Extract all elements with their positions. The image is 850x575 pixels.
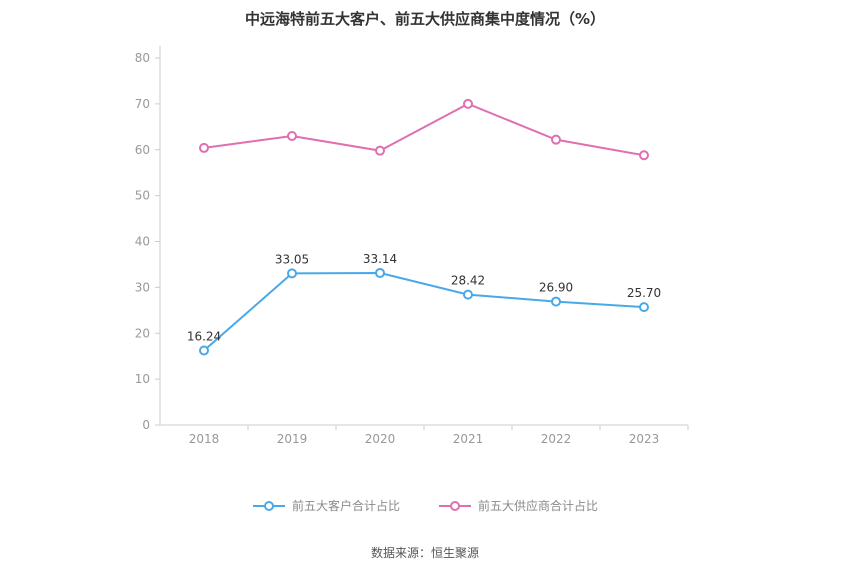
legend-marker-suppliers-icon [439,500,471,511]
y-tick-label: 50 [135,189,150,203]
data-point [639,150,649,161]
chart-title: 中远海特前五大客户、前五大供应商集中度情况（%） [244,10,606,28]
x-tick-label: 2018 [189,432,220,446]
line-chart: 0 10 20 30 40 50 60 70 80 2018 2019 2020 2021 2022 202… [135,46,689,446]
data-point [375,145,385,156]
data-point [551,296,561,307]
x-tick-label: 2019 [277,432,308,446]
x-tick-label: 2022 [541,432,572,446]
chart-legend: 前五大客户合计占比 前五大供应商合计占比 [0,497,850,514]
data-label: 26.90 [539,281,573,295]
y-tick-label: 60 [135,143,150,157]
data-point [199,345,209,356]
legend-item-top5-customers[interactable]: 前五大客户合计占比 [252,497,400,514]
data-point [463,98,473,109]
series-line-0 [203,271,645,352]
legend-label-customers: 前五大客户合计占比 [291,499,400,513]
legend-label-suppliers: 前五大供应商合计占比 [478,499,599,513]
data-label: 16.24 [187,329,221,343]
data-point [551,134,561,145]
data-source: 数据来源：恒生聚源 [370,546,479,560]
data-label: 25.70 [627,286,661,300]
data-label: 33.14 [363,252,397,266]
legend-item-top5-suppliers[interactable]: 前五大供应商合计占比 [438,497,598,514]
data-label: 33.05 [275,252,309,266]
y-tick-label: 0 [142,418,150,432]
y-tick-label: 80 [135,51,150,65]
y-tick-label: 20 [135,326,150,340]
y-tick-label: 10 [135,372,150,386]
data-point [199,142,209,153]
data-point [287,268,297,279]
data-label: 28.42 [451,274,485,288]
y-tick-label: 70 [135,97,150,111]
data-point [639,302,649,313]
legend-marker-customers-icon [252,500,285,511]
data-point [463,289,473,300]
x-tick-label: 2023 [629,432,660,446]
y-tick-label: 30 [135,280,150,294]
x-tick-label: 2021 [453,432,484,446]
data-point [287,130,297,141]
y-tick-label: 40 [135,235,150,249]
series-line-1 [203,102,645,157]
data-point [375,267,385,278]
x-tick-label: 2020 [365,432,396,446]
